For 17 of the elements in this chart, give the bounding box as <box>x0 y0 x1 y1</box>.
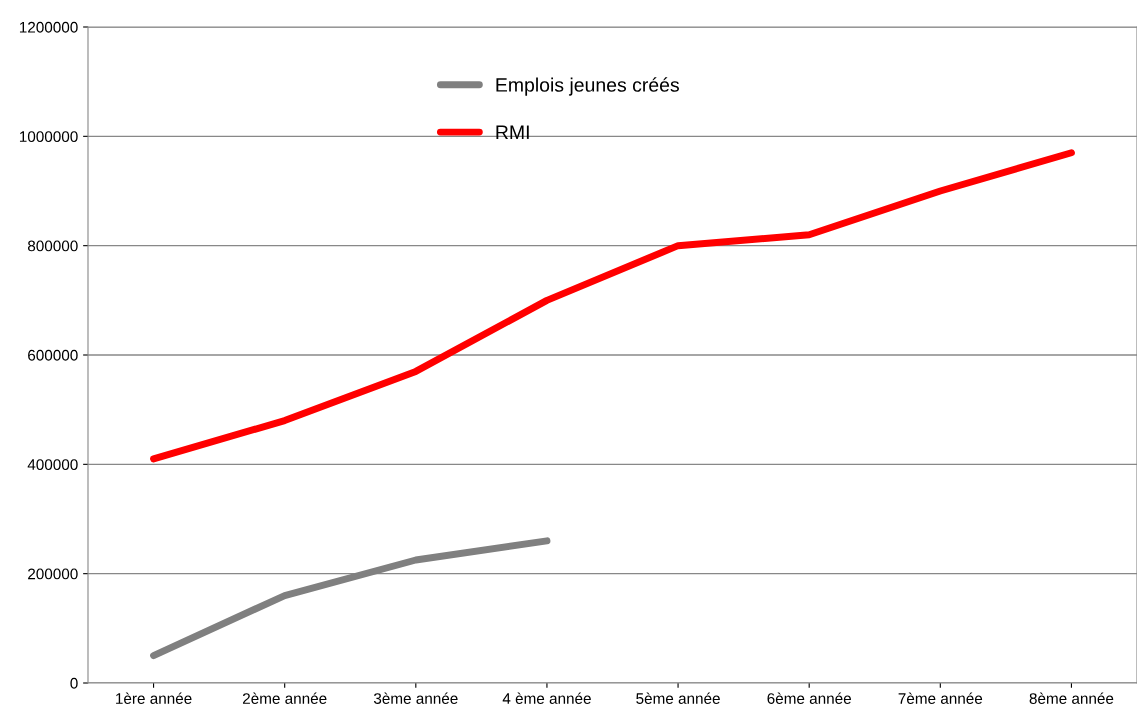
x-tick-label: 6ème année <box>767 692 851 704</box>
y-tick-label: 600000 <box>28 349 78 361</box>
y-tick-label: 400000 <box>27 459 78 471</box>
x-tick-label: 1ère année <box>116 692 192 704</box>
legend-label: RMI <box>496 125 529 139</box>
legend-label: Emplois jeunes créés <box>496 77 679 96</box>
x-tick-label: 4 ème année <box>502 692 591 704</box>
x-tick-label: 3ème année <box>373 692 458 704</box>
y-tick-label: 200000 <box>28 568 78 580</box>
x-tick-label: 5ème année <box>636 692 720 704</box>
y-tick-label: 800000 <box>27 240 78 252</box>
x-tick-label: 2ème année <box>242 692 327 704</box>
y-tick-label: 1200000 <box>19 21 78 33</box>
y-tick-label: 1000000 <box>19 131 78 143</box>
x-tick-label: 8ème année <box>1029 692 1114 704</box>
x-tick-label: 7ème année <box>898 692 983 704</box>
y-tick-label: 0 <box>70 677 78 689</box>
